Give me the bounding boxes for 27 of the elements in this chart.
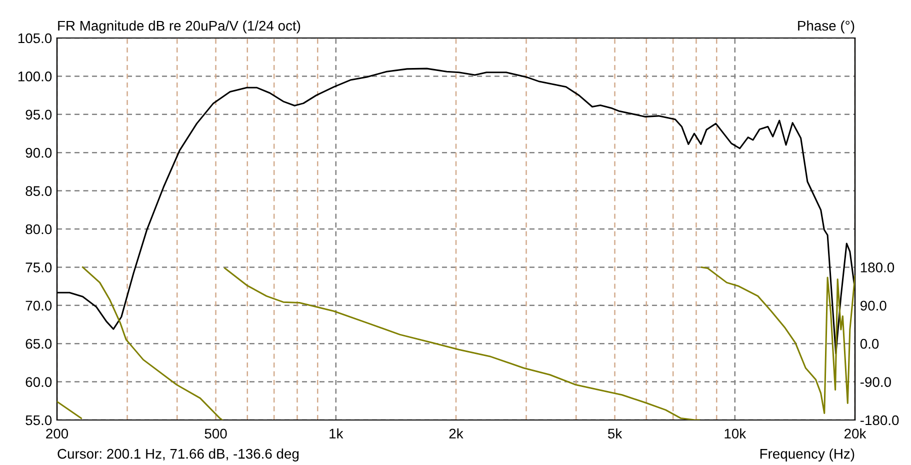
x-tick-label: 10k xyxy=(724,428,746,439)
x-tick-label: 5k xyxy=(608,428,622,439)
x-tick-label: 20k xyxy=(844,428,866,439)
y-tick-label: 85.0 xyxy=(26,186,52,196)
y2-tick-label: 0.0 xyxy=(860,338,879,349)
x-axis-title: Frequency (Hz) xyxy=(760,448,854,462)
y2-tick-label: 180.0 xyxy=(860,262,894,272)
y2-tick-label: -90.0 xyxy=(860,377,891,387)
y-tick-label: 105.0 xyxy=(18,33,52,44)
y-tick-label: 60.0 xyxy=(26,377,52,387)
x-tick-label: 200 xyxy=(46,428,68,439)
y2-axis-title: Phase (°) xyxy=(798,20,854,34)
x-tick-label: 2k xyxy=(449,428,464,438)
y-tick-label: 90.0 xyxy=(26,148,52,158)
text: Cursor: 200.1 Hz, 71.66 dB, -136.6 deg xyxy=(58,448,299,462)
y-tick-label: 100.0 xyxy=(18,72,52,82)
y-tick-label: 65.0 xyxy=(26,338,52,349)
chart-title: FR Magnitude dB re 20uPa/V (1/24 oct) xyxy=(58,20,300,34)
x-tick-label: 500 xyxy=(204,428,227,439)
x-tick-label: 1k xyxy=(330,428,344,438)
y-tick-label: 55.0 xyxy=(26,415,52,426)
y2-tick-label: 90.0 xyxy=(860,300,886,311)
y2-tick-label: -180.0 xyxy=(860,415,899,426)
y-tick-label: 70.0 xyxy=(26,300,52,311)
y-tick-label: 95.0 xyxy=(26,110,52,120)
y-tick-label: 75.0 xyxy=(26,262,52,272)
y-tick-label: 80.0 xyxy=(26,224,52,234)
